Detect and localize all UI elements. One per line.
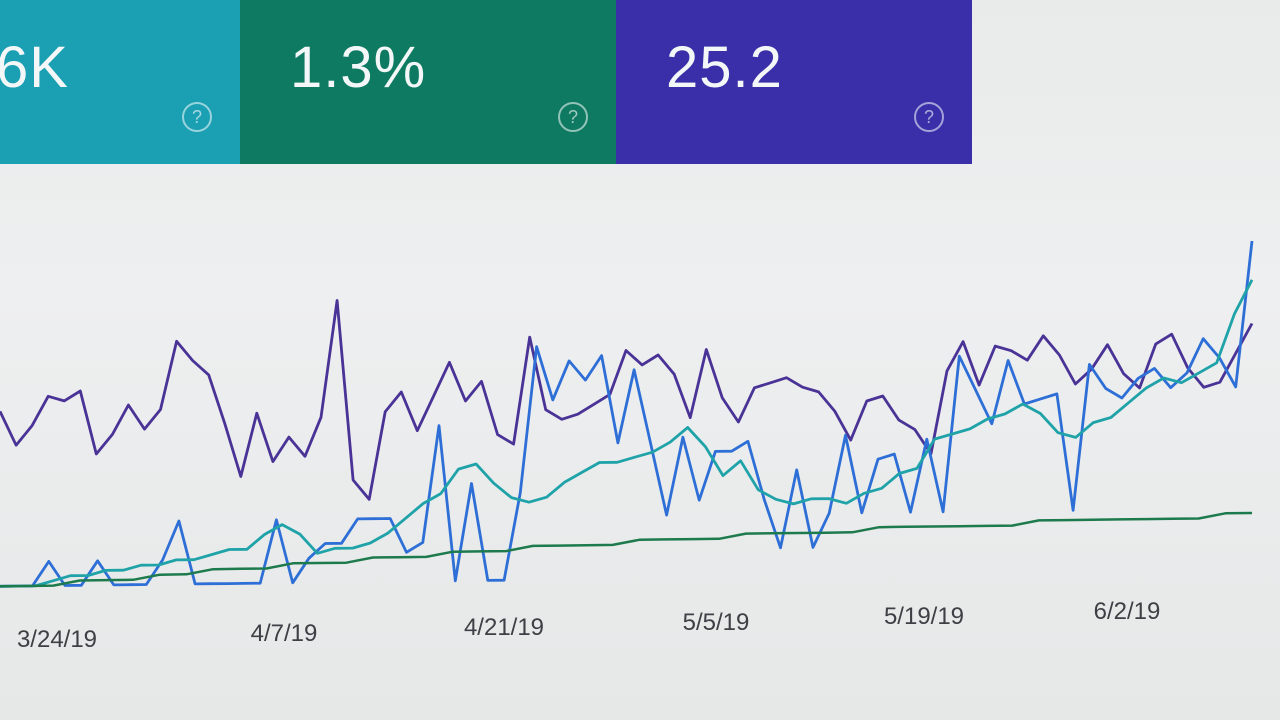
metric-card-ctr[interactable]: 1.3% ? xyxy=(240,0,616,164)
x-tick-label: 3/24/19 xyxy=(17,626,97,653)
help-circle-icon[interactable]: ? xyxy=(914,102,944,132)
x-tick-label: 5/19/19 xyxy=(884,603,964,630)
metric-value: 1.3% xyxy=(290,35,427,100)
metric-cards: 6K ? 1.3% ? 25.2 ? xyxy=(0,0,972,164)
help-circle-icon[interactable]: ? xyxy=(182,102,212,132)
line-chart-svg: 3/24/19 4/7/19 4/21/19 5/5/19 5/19/19 6/2/19 xyxy=(0,240,1254,653)
x-tick-label: 5/5/19 xyxy=(683,609,750,636)
x-tick-label: 4/7/19 xyxy=(251,620,318,647)
x-tick-label: 4/21/19 xyxy=(464,614,544,641)
metric-value: 25.2 xyxy=(666,35,783,100)
x-tick-label: 6/2/19 xyxy=(1094,598,1161,625)
series-line-2[interactable] xyxy=(0,240,1254,588)
metric-card-position[interactable]: 25.2 ? xyxy=(616,0,972,164)
series-line-1[interactable] xyxy=(0,299,1254,501)
series-line-4[interactable] xyxy=(0,511,1253,588)
metric-value: 6K xyxy=(0,35,69,100)
series-line-3[interactable] xyxy=(0,279,1254,588)
help-circle-icon[interactable]: ? xyxy=(558,102,588,132)
performance-chart: 3/24/19 4/7/19 4/21/19 5/5/19 5/19/19 6/2/19 xyxy=(0,164,1280,720)
series-layer xyxy=(0,240,1254,588)
metric-card-impressions[interactable]: 6K ? xyxy=(0,0,240,164)
x-axis-ticks: 3/24/19 4/7/19 4/21/19 5/5/19 5/19/19 6/2/19 xyxy=(17,598,1160,653)
